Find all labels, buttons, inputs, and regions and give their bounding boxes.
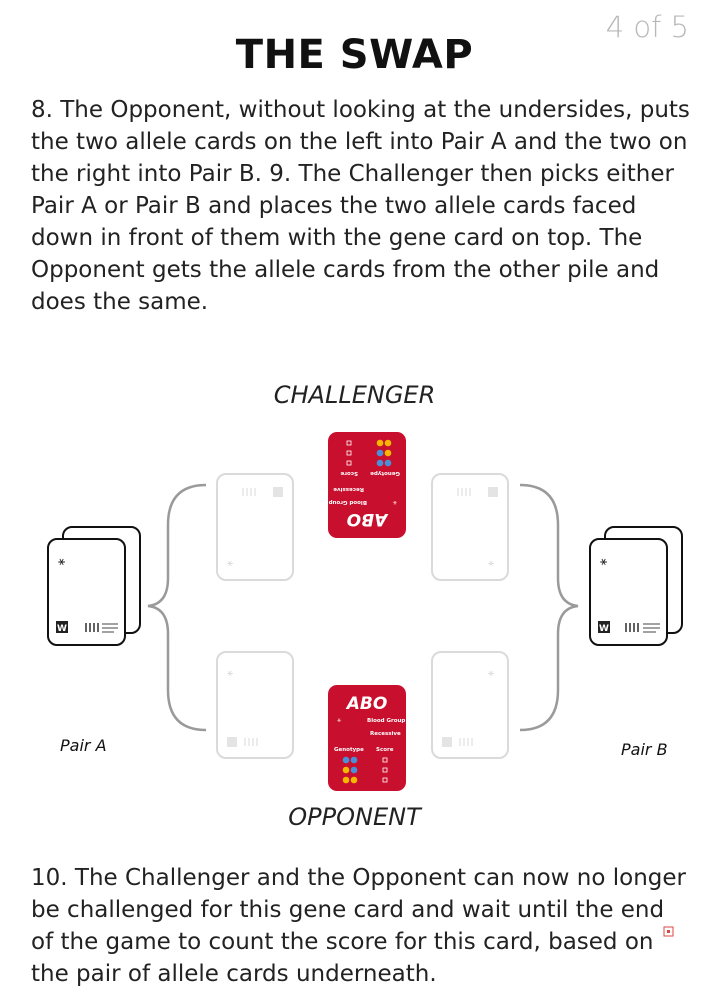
genotype-header: Genotype	[334, 747, 364, 753]
faded-allele-card-top-left: ⚹	[216, 473, 294, 581]
gene-card-trait: Blood Group	[367, 718, 405, 724]
gene-card-name: ABO	[347, 509, 390, 529]
corner-marker-icon	[663, 926, 674, 937]
opponent-label: OPPONENT	[288, 803, 421, 831]
gene-card-inheritance: Recessive	[370, 731, 401, 737]
gene-card-inheritance: Recessive	[333, 486, 364, 492]
challenger-gene-card: ABO ⚹ Blood Group Recessive Genotype Sco…	[328, 432, 406, 538]
score-header: Score	[340, 470, 358, 476]
faded-allele-card-bottom-right: ⚹	[431, 651, 509, 759]
people-icon	[625, 623, 639, 632]
pair-a-label: Pair A	[60, 736, 107, 755]
instructions-step-8-9: 8. The Opponent, without looking at the …	[31, 97, 690, 315]
dna-icon: ⚹	[392, 499, 397, 507]
svg-text:⚹: ⚹	[227, 558, 233, 569]
left-brace	[147, 483, 207, 732]
svg-text:⚹: ⚹	[58, 554, 65, 568]
faded-allele-card-top-right: ⚹	[431, 473, 509, 581]
genotype-header: Genotype	[370, 470, 400, 476]
pair-b-label: Pair B	[621, 740, 668, 759]
gene-card-trait: Blood Group	[329, 499, 367, 505]
gene-card-name: ABO	[345, 694, 388, 714]
svg-text:⚹: ⚹	[488, 668, 494, 679]
right-brace	[519, 483, 579, 732]
allele-logo: W	[57, 624, 67, 634]
allele-logo: W	[599, 624, 609, 634]
instructions-step-10: 10. The Challenger and the Opponent can …	[31, 865, 686, 987]
opponent-gene-card: ABO ⚹ Blood Group Recessive Genotype Sco…	[328, 685, 406, 791]
pair-a-card-stack: ⚹ W	[47, 526, 141, 646]
faded-allele-card-bottom-left: ⚹	[216, 651, 294, 759]
page-title: THE SWAP	[235, 32, 474, 78]
page-number: 4 of 5	[605, 10, 689, 44]
svg-text:⚹: ⚹	[600, 554, 607, 568]
dna-icon: ⚹	[337, 716, 342, 724]
svg-text:⚹: ⚹	[227, 668, 233, 679]
svg-text:⚹: ⚹	[488, 558, 494, 569]
people-icon	[85, 623, 99, 632]
pair-b-card-stack: ⚹ W	[589, 526, 683, 646]
score-header: Score	[376, 747, 394, 753]
challenger-label: CHALLENGER	[273, 381, 436, 409]
